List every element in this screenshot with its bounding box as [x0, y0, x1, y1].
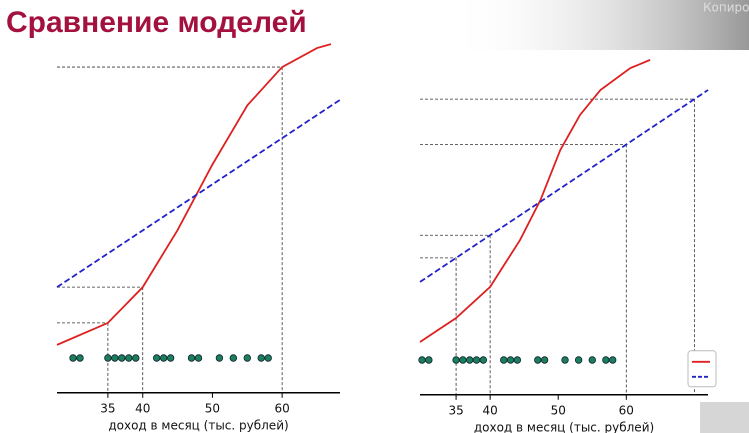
data-point — [466, 356, 474, 364]
data-point — [418, 356, 426, 364]
data-point — [215, 354, 224, 362]
data-point — [472, 356, 481, 364]
x-tick-label: 35 — [100, 401, 115, 415]
data-point — [534, 356, 542, 364]
data-point — [264, 354, 272, 362]
data-point — [159, 354, 168, 362]
data-point — [69, 354, 77, 362]
data-point — [588, 356, 596, 364]
data-point — [459, 356, 467, 364]
x-tick-label: 50 — [551, 403, 566, 417]
data-point — [111, 354, 119, 362]
slide-title: Сравнение моделей — [6, 6, 307, 39]
x-tick-label: 60 — [619, 403, 634, 417]
data-point — [452, 356, 460, 364]
legend-box — [687, 350, 717, 388]
data-point — [104, 354, 112, 362]
data-point — [425, 356, 433, 364]
video-logo — [700, 402, 749, 433]
x-tick-label: 40 — [135, 401, 150, 415]
series-line — [419, 89, 709, 283]
data-point — [152, 354, 161, 362]
x-tick-label: 40 — [482, 403, 497, 417]
series-line — [56, 43, 332, 346]
overlay-text: Копиро — [703, 1, 749, 15]
data-point — [608, 356, 617, 364]
data-point — [540, 356, 549, 364]
data-point — [118, 354, 126, 362]
data-point — [513, 356, 522, 364]
data-point — [500, 356, 508, 364]
data-point — [229, 354, 238, 362]
overlay-shade — [0, 0, 749, 50]
data-point — [561, 356, 569, 364]
data-point — [166, 354, 175, 362]
data-point — [125, 354, 133, 362]
data-point — [194, 354, 203, 362]
data-point — [76, 354, 84, 362]
data-point — [132, 354, 140, 362]
data-point — [479, 356, 488, 364]
data-point — [257, 354, 265, 362]
series-line — [419, 59, 651, 343]
x-axis-label: доход в месяц (тыс. рублей) — [474, 420, 654, 433]
data-point — [187, 354, 196, 362]
x-tick-label: 35 — [448, 403, 463, 417]
data-point — [574, 356, 583, 364]
series-line — [56, 99, 341, 288]
x-tick-label: 50 — [205, 401, 220, 415]
data-point — [602, 356, 610, 364]
x-axis-label: доход в месяц (тыс. рублей) — [108, 418, 288, 432]
x-tick-label: 60 — [275, 401, 290, 415]
data-point — [243, 354, 251, 362]
data-point — [506, 356, 515, 364]
